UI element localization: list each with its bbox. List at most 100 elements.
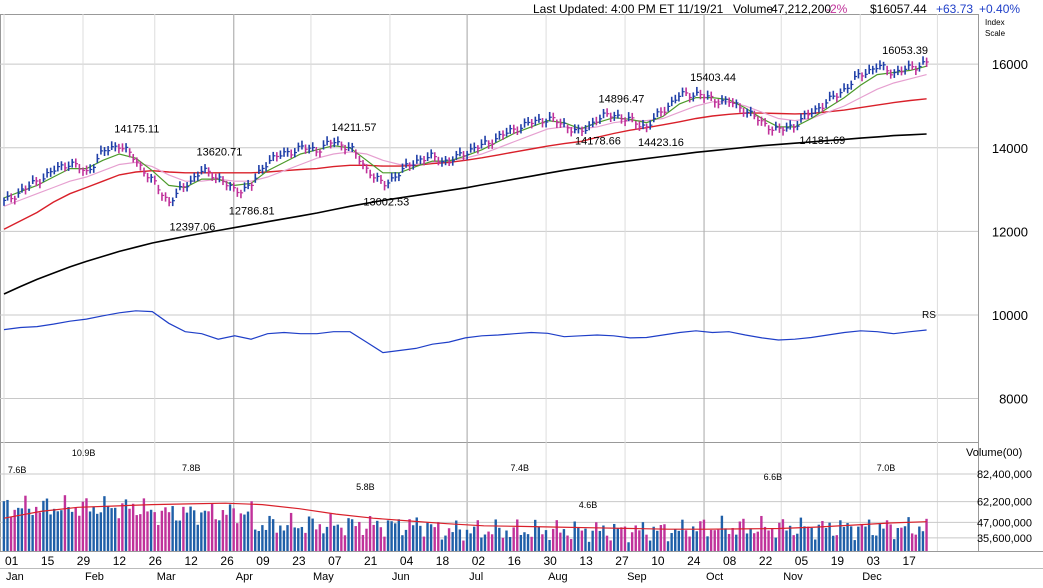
volume-bar [200, 512, 203, 551]
volume-bar [641, 522, 645, 551]
volume-bar [297, 528, 300, 551]
volume-bar [390, 521, 393, 551]
volume-lines [3, 502, 927, 530]
volume-bar [469, 533, 472, 551]
volume-bar [243, 514, 246, 551]
volume-bar [530, 536, 533, 551]
volume-bar [17, 507, 20, 551]
x-day-label: 17 [903, 554, 917, 568]
volume-bar [196, 524, 199, 551]
volume-bar [383, 536, 386, 551]
volume-annotation: 4.6B [579, 500, 598, 510]
volume-bar [149, 509, 153, 551]
volume-bar [666, 541, 670, 551]
volume-bar [785, 530, 788, 551]
volume-bar [591, 530, 594, 551]
x-day-label: 27 [615, 554, 629, 568]
x-month-label: Jul [469, 571, 483, 583]
volume-bar [271, 519, 275, 551]
volume-bar [605, 535, 609, 551]
volume-bar [864, 526, 867, 551]
volume-bar [839, 520, 842, 551]
volume-bar [616, 528, 619, 551]
volume-bar [254, 529, 257, 551]
price-change-pct: +0.40% [979, 2, 1020, 16]
volume-bar [376, 520, 379, 551]
volume-bar [548, 539, 551, 551]
volume-bar [329, 513, 332, 551]
last-updated-text: Last Updated: 4:00 PM ET 11/19/21 [533, 2, 724, 16]
volume-bar [70, 511, 74, 551]
volume-bar [372, 524, 375, 551]
volume-bar [516, 519, 519, 551]
volume-bar [300, 526, 304, 551]
volume-bar [429, 524, 433, 551]
x-day-label: 22 [759, 554, 773, 568]
price-annotation: 14175.11 [114, 123, 159, 135]
volume-bar [613, 523, 616, 551]
volume-bar [835, 535, 838, 551]
volume-bar [250, 501, 253, 551]
volume-bar [681, 519, 684, 551]
volume-bar [656, 530, 659, 551]
volume-bar [146, 511, 149, 551]
x-day-label: 26 [220, 554, 234, 568]
volume-bar [171, 506, 174, 551]
volume-bar [20, 508, 24, 551]
volume-bar [857, 526, 860, 551]
volume-bar [573, 521, 576, 551]
volume-bar [411, 525, 415, 551]
volume-bar [451, 532, 454, 551]
volume-bar [562, 529, 566, 551]
volume-bar [620, 527, 623, 551]
volume-bar [139, 514, 142, 551]
volume-bar [824, 528, 828, 551]
volume-bar [257, 531, 260, 551]
volume-bar [921, 531, 925, 551]
volume-bar [13, 509, 16, 551]
volume-bar [713, 530, 716, 551]
volume-bar [465, 529, 469, 551]
price-annotation: 14211.57 [331, 122, 376, 134]
volume-bar [498, 527, 501, 551]
x-day-label: 13 [579, 554, 593, 568]
volume-bar [394, 523, 397, 551]
volume-bar [817, 524, 821, 551]
volume-bar [849, 526, 853, 551]
x-day-label: 04 [400, 554, 414, 568]
volume-bar [182, 506, 185, 551]
volume-bar [652, 526, 655, 551]
volume-bar [268, 515, 271, 551]
volume-bar [803, 526, 806, 551]
volume-bar [745, 533, 749, 551]
volume-bar [792, 535, 795, 551]
volume-bar [900, 527, 903, 551]
volume-bar [142, 498, 146, 551]
x-day-label: 29 [77, 554, 91, 568]
volume-bar [110, 508, 113, 551]
volume-bar [781, 519, 785, 551]
volume-bar [228, 504, 232, 551]
volume-bar [882, 528, 885, 551]
volume-bar [246, 511, 250, 551]
volume-bar [74, 507, 77, 551]
volume-bar [117, 518, 120, 551]
volume-bar [623, 526, 627, 551]
volume-bar [322, 533, 325, 551]
volume-bar [910, 533, 914, 551]
volume-bar [437, 522, 440, 551]
volume-bar [691, 526, 695, 551]
volume-bar [774, 537, 777, 551]
volume-bar [918, 526, 921, 551]
volume-bar [806, 526, 810, 551]
volume-bar [699, 521, 702, 551]
volume-bars [2, 495, 928, 551]
volume-bar [175, 520, 178, 551]
volume-value: 47,212,200 [771, 2, 831, 16]
volume-bar [315, 529, 318, 551]
volume-bar [67, 507, 70, 551]
volume-bar [153, 512, 156, 551]
volume-annotation: 5.8B [356, 482, 375, 492]
volume-bar [519, 534, 523, 551]
